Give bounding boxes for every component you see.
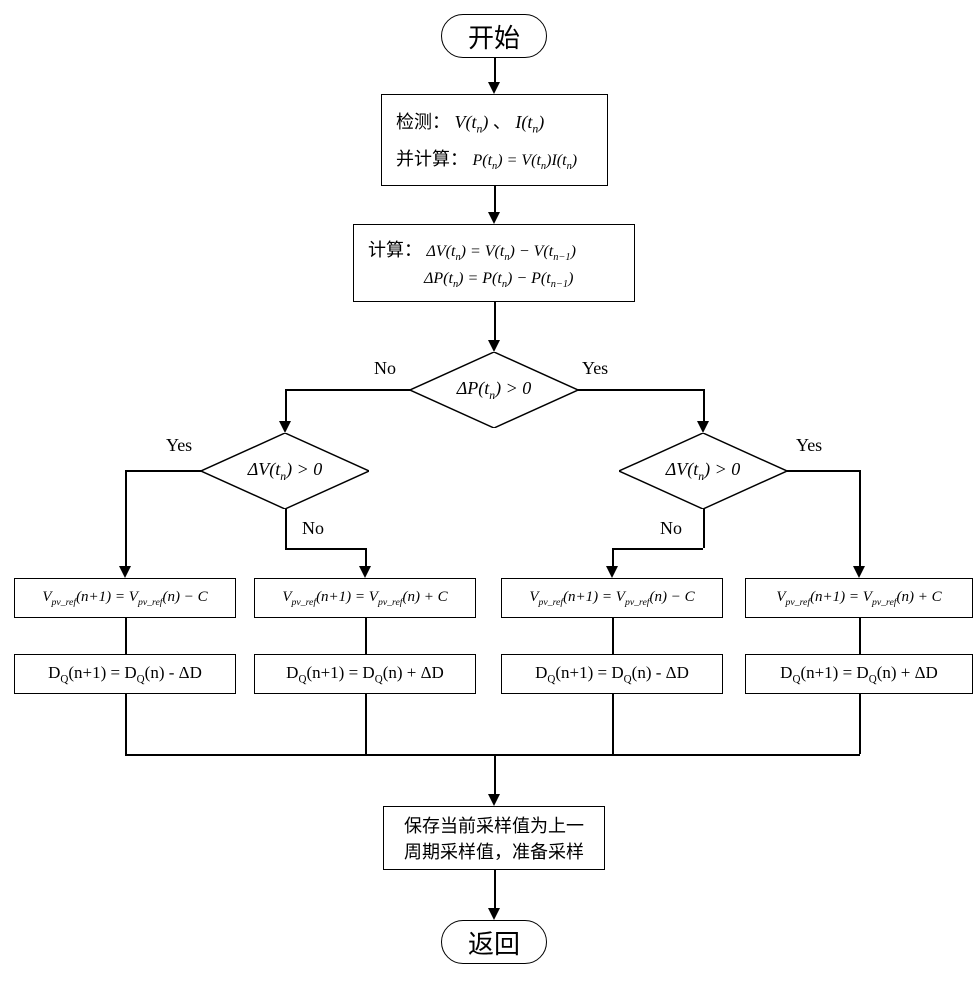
edge [859,694,861,754]
calc-line: 并计算： P(tn) = V(tn)I(tn) [396,145,577,172]
edge [365,694,367,754]
f: DQ(n+1) = DQ(n) - ΔD [48,663,202,685]
start-label: 开始 [468,18,520,55]
edge [703,389,705,423]
outcome-vref-4: Vpv_ref(n+1) = Vpv_ref(n) + C [745,578,973,618]
edge [494,186,496,214]
edge [494,302,496,342]
edge [365,618,367,654]
label-no: No [374,358,396,379]
detect-line: 检测： V(tn) 、 I(tn) [396,108,544,136]
arrowhead [488,908,500,920]
dv-line: 计算： ΔV(tn) = V(tn) − V(tn−1) [368,236,576,263]
arrowhead [359,566,371,578]
label-yes: Yes [796,435,822,456]
edge [125,470,127,568]
edge [494,58,496,84]
label-no: No [302,518,324,539]
edge [125,470,201,472]
edge [285,548,365,550]
process-detect: 检测： V(tn) 、 I(tn) 并计算： P(tn) = V(tn)I(tn… [381,94,608,186]
arrowhead [606,566,618,578]
f: DQ(n+1) = DQ(n) - ΔD [535,663,689,685]
process-save: 保存当前采样值为上一 周期采样值，准备采样 [383,806,605,870]
arrowhead [697,421,709,433]
edge [787,470,860,472]
outcome-vref-1: Vpv_ref(n+1) = Vpv_ref(n) − C [14,578,236,618]
end-label: 返回 [468,924,520,961]
label-yes: Yes [166,435,192,456]
f: Vpv_ref(n+1) = Vpv_ref(n) + C [282,589,447,608]
process-delta: 计算： ΔV(tn) = V(tn) − V(tn−1) ΔP(tn) = P(… [353,224,635,302]
edge [703,509,705,548]
arrowhead [488,794,500,806]
f: Vpv_ref(n+1) = Vpv_ref(n) + C [776,589,941,608]
edge [125,618,127,654]
edge [578,389,704,391]
decision-dp: ΔP(tn) > 0 [410,352,578,428]
label-yes: Yes [582,358,608,379]
outcome-dq-2: DQ(n+1) = DQ(n) + ΔD [254,654,476,694]
arrowhead [279,421,291,433]
outcome-vref-3: Vpv_ref(n+1) = Vpv_ref(n) − C [501,578,723,618]
edge [612,618,614,654]
arrowhead [488,82,500,94]
edge [494,754,496,796]
outcome-dq-4: DQ(n+1) = DQ(n) + ΔD [745,654,973,694]
outcome-vref-2: Vpv_ref(n+1) = Vpv_ref(n) + C [254,578,476,618]
arrowhead [853,566,865,578]
dp-line: ΔP(tn) = P(tn) − P(tn−1) [424,270,573,290]
decision-dv-left: ΔV(tn) > 0 [201,433,369,509]
save-l2: 周期采样值，准备采样 [404,838,584,864]
f: DQ(n+1) = DQ(n) + ΔD [286,663,444,685]
arrowhead [488,212,500,224]
dvr-text: ΔV(tn) > 0 [666,459,741,483]
edge [612,548,703,550]
calc-label: 并计算： [396,149,468,169]
arrowhead [488,340,500,352]
edge [125,694,127,754]
delta-label: 计算： [368,240,422,260]
edge [285,389,410,391]
f: Vpv_ref(n+1) = Vpv_ref(n) − C [529,589,694,608]
decision-dv-right: ΔV(tn) > 0 [619,433,787,509]
dvl-text: ΔV(tn) > 0 [248,459,323,483]
edge [859,470,861,568]
terminal-start: 开始 [441,14,547,58]
label-no: No [660,518,682,539]
edge [285,389,287,423]
edge [125,754,860,756]
dp-text: ΔP(tn) > 0 [457,378,532,402]
save-l1: 保存当前采样值为上一 [404,812,584,838]
outcome-dq-3: DQ(n+1) = DQ(n) - ΔD [501,654,723,694]
f: DQ(n+1) = DQ(n) + ΔD [780,663,938,685]
detect-label: 检测： [396,112,450,132]
f: Vpv_ref(n+1) = Vpv_ref(n) − C [42,589,207,608]
edge [494,870,496,910]
edge [365,548,367,568]
edge [612,694,614,754]
terminal-end: 返回 [441,920,547,964]
edge [612,548,614,568]
edge [285,509,287,548]
edge [859,618,861,654]
arrowhead [119,566,131,578]
outcome-dq-1: DQ(n+1) = DQ(n) - ΔD [14,654,236,694]
